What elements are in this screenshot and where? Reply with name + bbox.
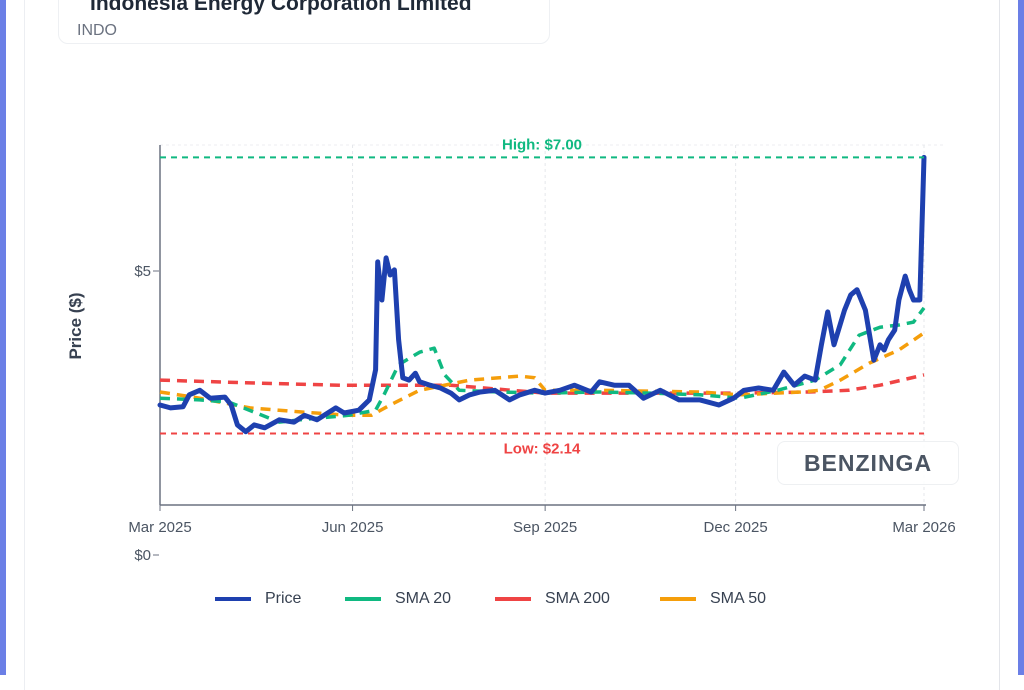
header-card	[58, 0, 550, 44]
y-axis-label: Price ($)	[66, 292, 85, 359]
legend-item-sma20[interactable]: SMA 20	[345, 590, 451, 608]
left-accent-bar	[0, 0, 6, 675]
x-tick-label: Mar 2025	[128, 519, 191, 536]
legend-label: Price	[265, 590, 302, 607]
series-line-sma50	[159, 331, 925, 418]
series-line-price	[157, 154, 927, 435]
low-price-label: Low: $2.14	[504, 440, 581, 457]
chart-card	[24, 0, 1000, 690]
legend-label: SMA 50	[710, 590, 767, 607]
company-title: Indonesia Energy Corporation Limited	[90, 0, 472, 15]
right-accent-bar	[1018, 0, 1024, 675]
x-tick-label: Mar 2026	[892, 519, 955, 536]
legend-label: SMA 20	[395, 590, 452, 607]
legend-swatch	[660, 597, 696, 601]
legend-item-sma50[interactable]: SMA 50	[660, 590, 766, 608]
high-price-label: High: $7.00	[502, 136, 582, 153]
legend-swatch	[345, 597, 381, 601]
legend-swatch	[495, 597, 531, 601]
legend-item-price[interactable]: Price	[215, 590, 301, 608]
chart-legend: Price SMA 20 SMA 200 SMA 50	[0, 590, 1024, 614]
x-tick-label: Jun 2025	[322, 519, 384, 536]
x-tick-label: Sep 2025	[513, 519, 577, 536]
price-chart: Mar 2025 Jun 2025 Sep 2025 Dec 2025 Mar 2026…	[66, 136, 956, 564]
y-tick-label: $5	[134, 263, 151, 280]
benzinga-watermark: BENZINGA	[777, 441, 959, 485]
legend-label: SMA 200	[545, 590, 610, 607]
legend-item-sma200[interactable]: SMA 200	[495, 590, 610, 608]
legend-swatch	[215, 597, 251, 601]
series-line-sma20	[159, 306, 926, 424]
ticker-symbol: INDO	[77, 22, 117, 39]
x-tick-label: Dec 2025	[704, 519, 768, 536]
y-tick-label: $0	[134, 547, 151, 564]
